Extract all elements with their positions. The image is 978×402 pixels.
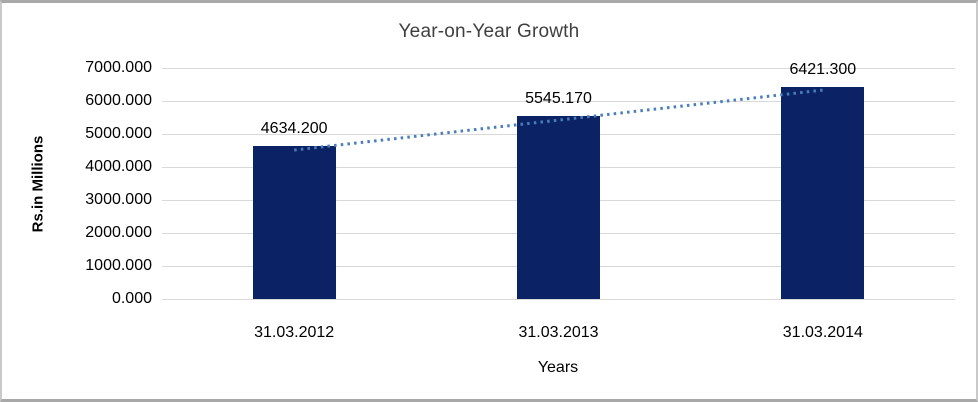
- y-axis-tick-label: 3000.000: [85, 191, 152, 208]
- y-axis-tick-label: 0.000: [111, 290, 152, 307]
- y-axis-tick-label: 2000.000: [85, 224, 152, 241]
- y-axis-title: Rs.in Millions: [29, 135, 47, 233]
- bar: [517, 116, 600, 299]
- chart-title: Year-on-Year Growth: [398, 21, 580, 42]
- x-axis-tick-label: 31.03.2012: [254, 324, 335, 341]
- gridline: [162, 68, 955, 69]
- data-label: 4634.200: [260, 120, 328, 138]
- x-axis-tick-label: 31.03.2013: [518, 324, 599, 341]
- bar: [781, 87, 865, 299]
- data-label: 6421.300: [789, 61, 857, 79]
- bar: [252, 146, 336, 299]
- y-axis-tick-label: 4000.000: [85, 158, 152, 175]
- y-axis-tick-label: 5000.000: [85, 125, 152, 142]
- x-axis-title: Years: [537, 359, 579, 376]
- y-axis-tick-label: 6000.000: [85, 92, 152, 109]
- y-axis-tick-label: 7000.000: [85, 59, 152, 76]
- data-label: 5545.170: [525, 90, 592, 107]
- y-axis-tick-label: 1000.000: [85, 257, 152, 274]
- x-axis-tick-label: 31.03.2014: [782, 324, 863, 341]
- gridline: [162, 299, 955, 300]
